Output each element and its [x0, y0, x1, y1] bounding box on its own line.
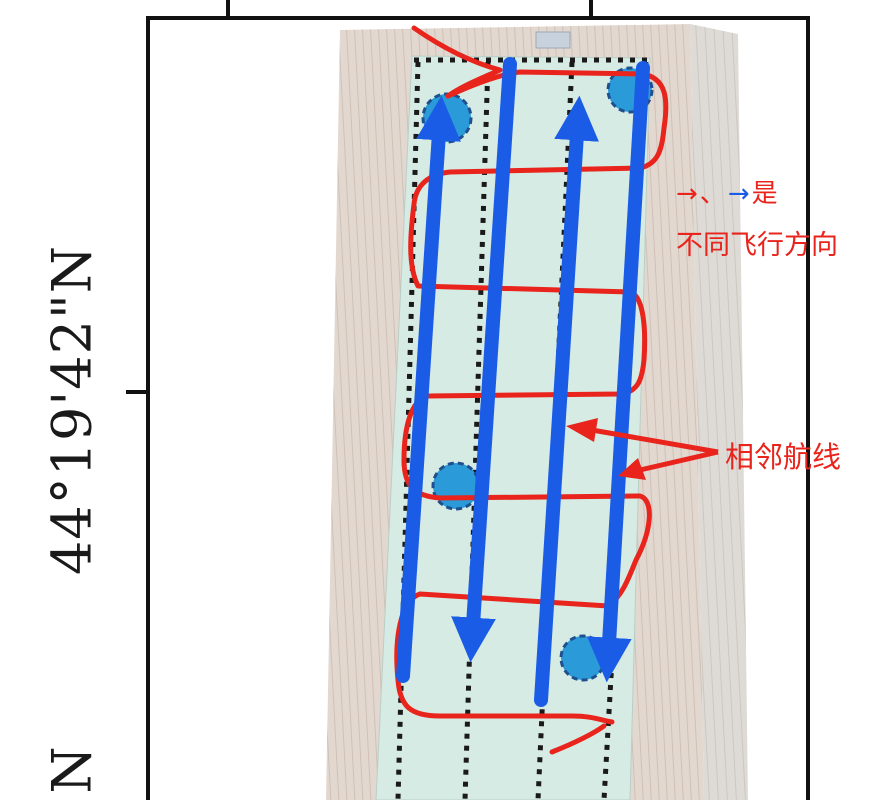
flight-arrow-down: [586, 61, 650, 683]
lower-axis-label: N: [40, 746, 104, 794]
legend-separator: 、: [699, 179, 726, 209]
gcp-marker: [559, 634, 607, 682]
adjacent-lines-label: 相邻航线: [725, 440, 842, 474]
direction-legend: → 、 → 是 不同飞行方向: [676, 176, 838, 259]
flight-arrow-down: [451, 57, 517, 663]
legend-suffix: 是: [751, 179, 778, 209]
flight-arrow-up: [396, 95, 461, 683]
survey-field: [375, 55, 651, 800]
blue-arrow-symbol: →: [727, 179, 750, 209]
annotation-pointers: [566, 418, 719, 480]
flight-arrow-up: [534, 95, 599, 707]
latitude-label: 44°19'42"N: [40, 244, 104, 576]
red-arrow-symbol: →: [676, 179, 698, 209]
legend-description: 不同飞行方向: [676, 230, 838, 261]
flight-direction-arrows: [396, 57, 650, 707]
gcp-marker: [431, 461, 481, 511]
